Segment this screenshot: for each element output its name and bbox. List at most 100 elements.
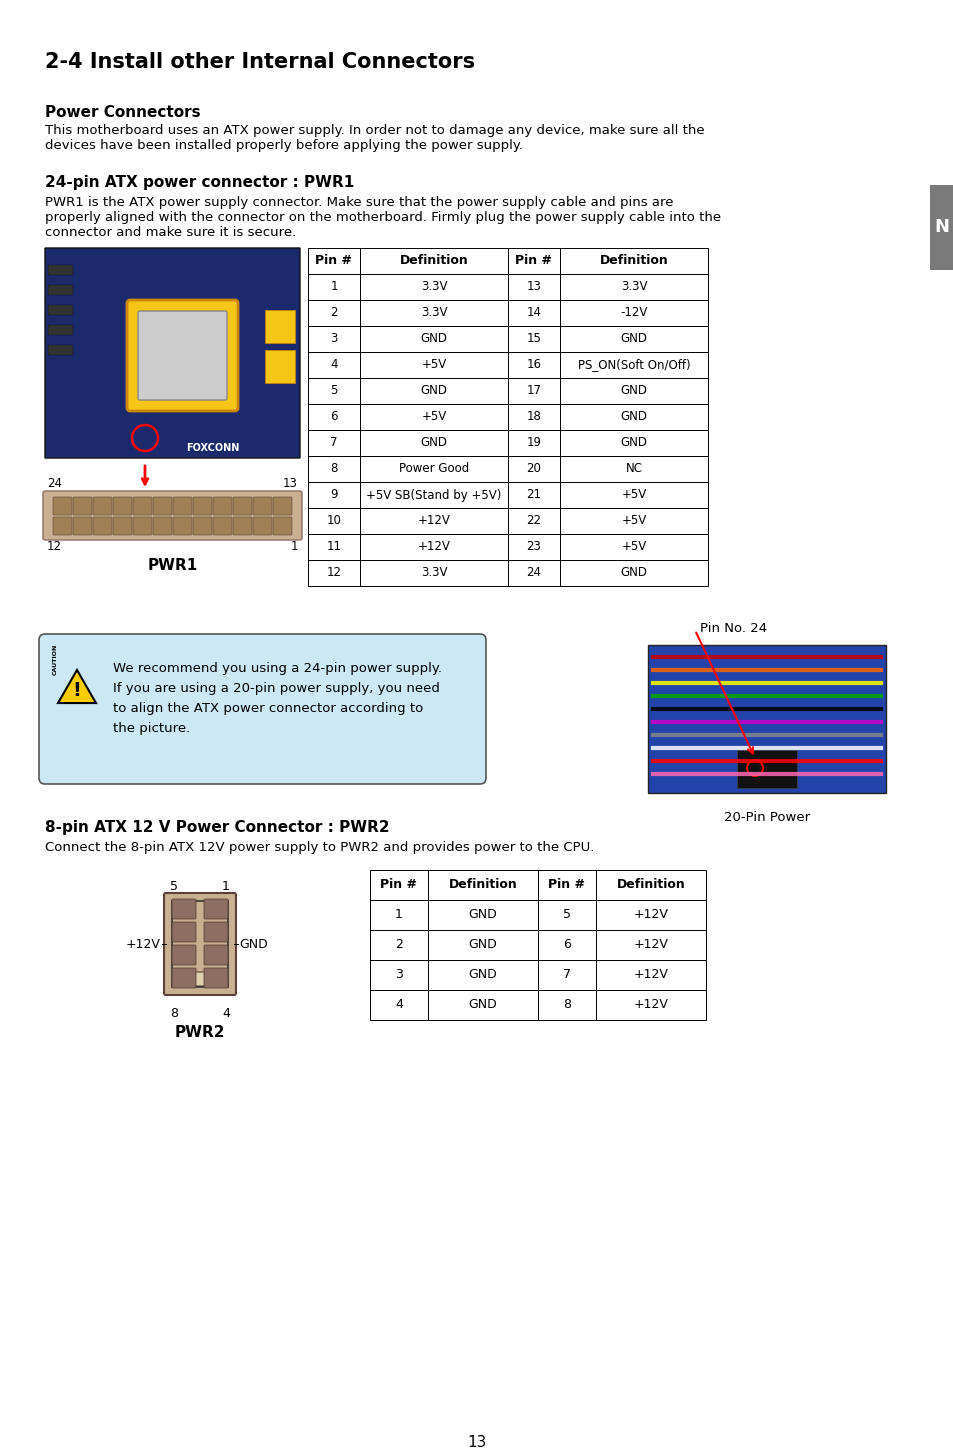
Text: 14: 14 [526,306,541,319]
Bar [559,404,707,430]
FancyBboxPatch shape [138,311,227,399]
Bar [596,960,705,990]
Bar [929,184,953,270]
Bar [596,900,705,929]
Bar [428,990,537,1019]
Text: 7: 7 [562,968,571,982]
FancyBboxPatch shape [273,497,292,515]
Bar [507,301,559,327]
FancyBboxPatch shape [53,497,71,515]
FancyBboxPatch shape [172,899,195,919]
Bar [359,534,507,560]
Bar [507,351,559,378]
Bar [559,248,707,274]
FancyBboxPatch shape [112,497,132,515]
Text: N: N [934,218,948,237]
Bar [308,351,359,378]
Text: 11: 11 [326,540,341,553]
Bar [359,301,507,327]
Bar [737,751,796,788]
Text: 4: 4 [330,359,337,372]
FancyBboxPatch shape [132,497,152,515]
Text: the picture.: the picture. [112,722,190,735]
Text: Definition: Definition [599,254,668,267]
FancyBboxPatch shape [204,968,228,987]
Text: 3.3V: 3.3V [420,566,447,579]
Text: GND: GND [420,437,447,450]
Text: -12V: -12V [619,306,647,319]
FancyBboxPatch shape [172,968,195,987]
FancyBboxPatch shape [233,497,252,515]
Text: 13: 13 [283,478,297,489]
Bar [507,534,559,560]
Bar [507,560,559,587]
Text: 16: 16 [526,359,541,372]
Text: 8-pin ATX 12 V Power Connector : PWR2: 8-pin ATX 12 V Power Connector : PWR2 [45,820,389,835]
Text: Power Good: Power Good [398,463,469,475]
Text: 24-pin ATX power connector : PWR1: 24-pin ATX power connector : PWR1 [45,176,354,190]
Bar [359,404,507,430]
Bar [559,351,707,378]
Bar [428,900,537,929]
FancyBboxPatch shape [172,517,192,534]
Text: +5V: +5V [620,514,646,527]
Text: +12V: +12V [633,999,668,1012]
FancyBboxPatch shape [191,971,209,986]
Text: 4: 4 [222,1008,230,1019]
Text: GND: GND [468,968,497,982]
Bar [537,960,596,990]
Text: 3.3V: 3.3V [620,280,646,293]
Bar [370,990,428,1019]
Text: 2: 2 [395,938,402,951]
Text: Connect the 8-pin ATX 12V power supply to PWR2 and provides power to the CPU.: Connect the 8-pin ATX 12V power supply t… [45,841,594,854]
Text: This motherboard uses an ATX power supply. In order not to damage any device, ma: This motherboard uses an ATX power suppl… [45,123,704,136]
Bar [370,870,428,900]
Bar [308,430,359,456]
Bar [507,404,559,430]
Bar [48,325,73,335]
Text: +12V: +12V [633,909,668,922]
Bar [359,456,507,482]
Text: +12V: +12V [633,968,668,982]
Text: GND: GND [619,385,647,398]
FancyBboxPatch shape [45,248,299,457]
Text: +12V: +12V [417,540,450,553]
FancyBboxPatch shape [152,497,172,515]
Text: 2-4 Install other Internal Connectors: 2-4 Install other Internal Connectors [45,52,475,73]
FancyBboxPatch shape [172,945,195,966]
Text: Pin #: Pin # [315,254,352,267]
Bar [359,378,507,404]
Bar [507,456,559,482]
Text: devices have been installed properly before applying the power supply.: devices have been installed properly bef… [45,139,522,152]
Bar [359,327,507,351]
Bar [359,482,507,508]
Bar [507,327,559,351]
Text: We recommend you using a 24-pin power supply.: We recommend you using a 24-pin power su… [112,662,441,675]
Text: 13: 13 [467,1435,486,1451]
Text: If you are using a 20-pin power supply, you need: If you are using a 20-pin power supply, … [112,682,439,696]
FancyBboxPatch shape [213,517,232,534]
Text: 7: 7 [330,437,337,450]
Bar [308,274,359,301]
Text: 1: 1 [222,880,230,893]
Bar [537,990,596,1019]
Text: 20-Pin Power: 20-Pin Power [723,812,809,823]
Text: 8: 8 [170,1008,178,1019]
Text: 4: 4 [395,999,402,1012]
Text: GND: GND [468,909,497,922]
FancyBboxPatch shape [92,497,112,515]
Bar [308,456,359,482]
Text: 2: 2 [330,306,337,319]
Bar [428,870,537,900]
Bar [308,248,359,274]
Text: 3.3V: 3.3V [420,280,447,293]
FancyBboxPatch shape [53,517,71,534]
Bar [507,482,559,508]
Text: 10: 10 [326,514,341,527]
Bar [359,508,507,534]
FancyBboxPatch shape [273,517,292,534]
Text: 1: 1 [291,540,297,553]
Text: GND: GND [619,437,647,450]
Text: 5: 5 [170,880,178,893]
FancyBboxPatch shape [43,491,302,540]
